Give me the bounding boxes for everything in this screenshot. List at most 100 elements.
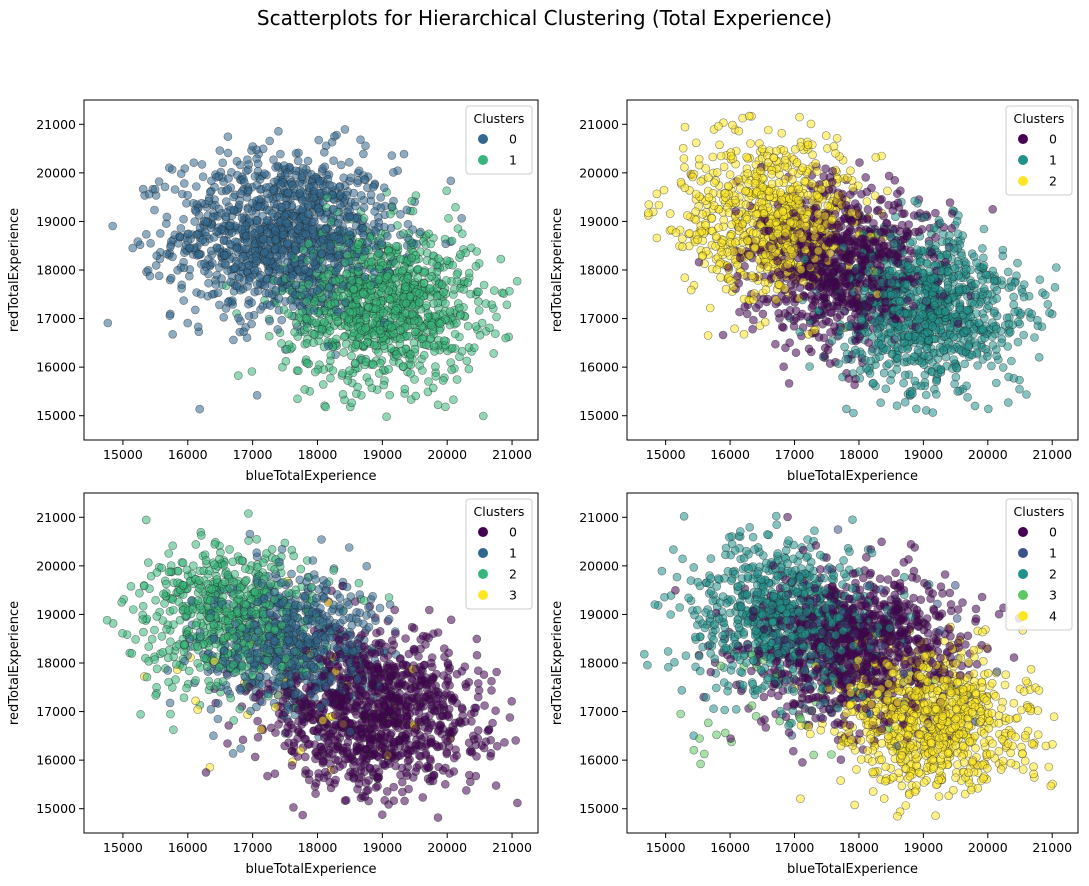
data-point-cluster-1 (309, 338, 318, 348)
data-point-cluster-0 (150, 205, 159, 215)
data-point-cluster-0 (340, 125, 350, 134)
data-point-cluster-1 (378, 283, 387, 293)
data-point-cluster-1 (431, 371, 441, 381)
data-point-cluster-0 (207, 176, 216, 186)
data-point-cluster-0 (782, 297, 791, 306)
data-point-cluster-1 (433, 400, 443, 410)
data-point-cluster-0 (218, 158, 227, 168)
data-point-cluster-1 (369, 330, 379, 340)
data-point-cluster-1 (382, 412, 391, 422)
data-point-cluster-1 (351, 340, 361, 349)
data-point-cluster-1 (385, 390, 395, 400)
data-point-cluster-0 (341, 298, 350, 308)
data-point-cluster-0 (446, 176, 456, 186)
data-point-cluster-2 (798, 163, 808, 173)
data-point-cluster-0 (179, 214, 188, 224)
data-point-cluster-1 (410, 327, 420, 337)
data-point-cluster-1 (1019, 330, 1029, 340)
data-point-cluster-0 (252, 180, 262, 190)
data-point-cluster-1 (347, 398, 357, 408)
data-point-cluster-1 (347, 275, 357, 285)
data-point-cluster-0 (247, 319, 256, 329)
data-point-cluster-1 (359, 214, 369, 223)
legend-label: 0 (509, 132, 517, 147)
data-point-cluster-2 (757, 144, 767, 154)
data-point-cluster-0 (176, 224, 186, 233)
data-point-cluster-2 (760, 317, 770, 327)
data-point-cluster-1 (431, 362, 440, 371)
data-point-cluster-1 (347, 351, 356, 361)
data-point-cluster-2 (883, 186, 892, 196)
data-point-cluster-2 (701, 164, 711, 173)
data-point-cluster-0 (377, 238, 386, 247)
data-point-cluster-2 (726, 151, 736, 161)
data-point-cluster-0 (241, 244, 251, 254)
data-point-cluster-0 (262, 256, 272, 266)
data-point-cluster-1 (379, 380, 389, 390)
data-point-cluster-2 (787, 175, 797, 184)
data-point-cluster-0 (236, 160, 245, 170)
data-point-cluster-0 (835, 311, 845, 320)
data-point-cluster-2 (720, 188, 730, 198)
data-point-cluster-0 (291, 280, 301, 290)
data-point-cluster-1 (926, 274, 936, 284)
data-point-cluster-0 (779, 362, 789, 372)
data-point-cluster-0 (297, 172, 307, 182)
data-point-cluster-2 (723, 181, 733, 191)
data-point-cluster-0 (182, 199, 191, 208)
data-point-cluster-0 (240, 178, 249, 187)
data-point-cluster-0 (255, 225, 265, 234)
data-point-cluster-1 (358, 289, 368, 298)
data-point-cluster-0 (820, 343, 830, 353)
data-point-cluster-1 (459, 285, 469, 294)
data-point-cluster-0 (893, 198, 903, 208)
data-point-cluster-1 (953, 229, 963, 238)
data-point-cluster-0 (231, 263, 240, 272)
data-point-cluster-1 (247, 367, 257, 376)
data-point-cluster-1 (426, 320, 436, 330)
data-point-cluster-0 (294, 148, 303, 158)
data-point-cluster-1 (399, 229, 408, 238)
data-point-cluster-1 (303, 323, 312, 333)
data-point-cluster-0 (166, 273, 176, 283)
data-point-cluster-1 (849, 408, 858, 418)
data-point-cluster-0 (819, 291, 828, 301)
data-point-cluster-1 (1022, 390, 1031, 399)
data-point-cluster-1 (889, 239, 899, 248)
data-point-cluster-2 (680, 122, 690, 132)
data-point-cluster-0 (354, 262, 363, 272)
data-point-cluster-1 (910, 196, 920, 206)
data-point-cluster-0 (791, 348, 801, 358)
data-point-cluster-1 (841, 355, 851, 364)
data-point-cluster-0 (271, 285, 281, 295)
data-point-cluster-0 (742, 309, 752, 319)
data-point-cluster-1 (413, 273, 423, 283)
data-point-cluster-0 (818, 269, 828, 279)
data-point-cluster-1 (992, 286, 1002, 295)
data-point-cluster-0 (295, 189, 305, 198)
data-point-cluster-0 (277, 315, 287, 325)
data-point-cluster-2 (683, 211, 692, 220)
data-point-cluster-1 (1013, 258, 1022, 268)
data-point-cluster-1 (1035, 275, 1045, 285)
data-point-cluster-2 (717, 238, 727, 248)
data-point-cluster-2 (686, 285, 696, 295)
data-point-cluster-1 (386, 252, 395, 261)
data-point-cluster-2 (744, 111, 754, 121)
x-axis-label: blueTotalExperience (246, 469, 377, 484)
data-point-cluster-0 (819, 333, 829, 343)
data-point-cluster-1 (922, 296, 931, 306)
y-tick-label: 16000 (36, 360, 76, 375)
legend-title: Clusters (474, 111, 525, 126)
data-point-cluster-1 (1034, 352, 1044, 362)
data-point-cluster-2 (771, 295, 781, 305)
data-point-cluster-1 (918, 268, 928, 278)
data-point-cluster-1 (374, 275, 384, 285)
data-point-cluster-2 (769, 153, 779, 163)
data-point-cluster-1 (424, 377, 433, 386)
data-point-cluster-2 (848, 183, 858, 193)
data-point-cluster-1 (997, 338, 1007, 348)
data-point-cluster-1 (391, 306, 400, 315)
data-point-cluster-0 (359, 203, 369, 212)
data-point-cluster-2 (761, 285, 771, 295)
